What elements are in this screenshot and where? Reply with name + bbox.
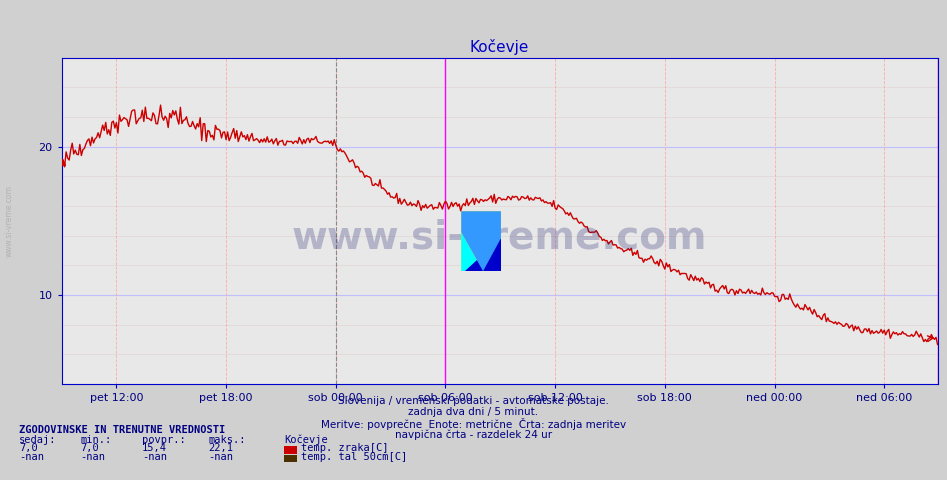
Text: 22,1: 22,1: [208, 443, 233, 453]
Text: -nan: -nan: [80, 452, 105, 462]
Text: sedaj:: sedaj:: [19, 434, 57, 444]
Text: -nan: -nan: [208, 452, 233, 462]
Text: maks.:: maks.:: [208, 434, 246, 444]
Text: Kočevje: Kočevje: [284, 434, 328, 444]
Bar: [284, 455, 297, 462]
Text: ZGODOVINSKE IN TRENUTNE VREDNOSTI: ZGODOVINSKE IN TRENUTNE VREDNOSTI: [19, 425, 225, 435]
Text: zadnja dva dni / 5 minut.: zadnja dva dni / 5 minut.: [408, 407, 539, 417]
Text: navpična črta - razdelek 24 ur: navpična črta - razdelek 24 ur: [395, 429, 552, 440]
Polygon shape: [461, 211, 501, 271]
Text: 7,0: 7,0: [19, 443, 38, 453]
Text: www.si-vreme.com: www.si-vreme.com: [5, 185, 14, 257]
Text: Slovenija / vremenski podatki - avtomatske postaje.: Slovenija / vremenski podatki - avtomats…: [338, 396, 609, 406]
Text: 7,0: 7,0: [80, 443, 99, 453]
Text: temp. tal 50cm[C]: temp. tal 50cm[C]: [301, 452, 407, 462]
Text: -nan: -nan: [142, 452, 167, 462]
Polygon shape: [465, 238, 501, 271]
Bar: [284, 446, 297, 454]
Text: povpr.:: povpr.:: [142, 434, 186, 444]
Text: www.si-vreme.com: www.si-vreme.com: [292, 218, 707, 256]
Text: Meritve: povprečne  Enote: metrične  Črta: zadnja meritev: Meritve: povprečne Enote: metrične Črta:…: [321, 418, 626, 430]
Title: Kočevje: Kočevje: [470, 39, 529, 55]
Text: -nan: -nan: [19, 452, 44, 462]
Polygon shape: [461, 232, 483, 271]
Text: 15,4: 15,4: [142, 443, 167, 453]
Text: min.:: min.:: [80, 434, 112, 444]
Text: temp. zraka[C]: temp. zraka[C]: [301, 443, 388, 453]
